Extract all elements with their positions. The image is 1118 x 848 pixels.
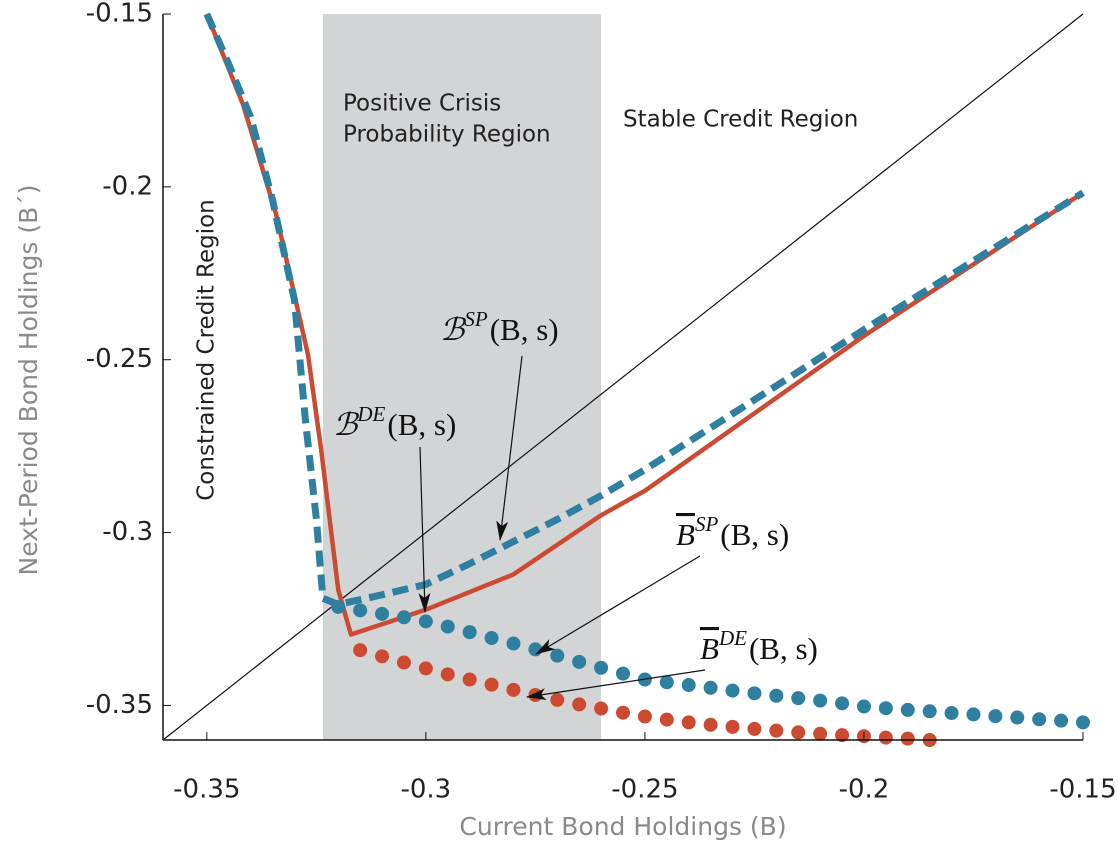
policy-line — [204, 13, 1085, 637]
data-point — [528, 642, 543, 657]
data-point — [484, 677, 499, 692]
annotation-base: B — [700, 631, 719, 666]
data-point — [440, 619, 455, 634]
annotation-arrow — [418, 446, 431, 613]
y-tick-label: -0.3 — [102, 517, 153, 547]
data-point — [637, 709, 652, 724]
shaded-region — [322, 14, 602, 740]
data-point — [506, 636, 521, 651]
data-point — [572, 654, 587, 669]
data-point — [353, 643, 368, 658]
annotation-arrow — [526, 669, 706, 701]
annotation-sup: DE — [356, 402, 385, 426]
data-point — [703, 680, 718, 695]
annotation-sup: SP — [695, 512, 719, 536]
data-point — [747, 686, 762, 701]
data-point — [988, 709, 1003, 724]
data-point — [375, 606, 390, 621]
region-label: Positive Crisis — [343, 91, 501, 117]
y-tick-label: -0.35 — [86, 690, 153, 720]
reference-line — [162, 13, 1084, 741]
region-label: Probability Region — [343, 122, 551, 148]
x-tick-label: -0.35 — [173, 775, 240, 805]
y-axis-label: Next-Period Bond Holdings (B´) — [14, 185, 43, 576]
data-point — [856, 699, 871, 714]
y-tick-label: -0.2 — [102, 171, 153, 201]
annotation: BDE(B, s) — [700, 626, 818, 666]
data-point — [550, 692, 565, 707]
annotation-arg: (B, s) — [490, 312, 559, 347]
y-tick-label: -0.25 — [86, 344, 153, 374]
data-point — [462, 625, 477, 640]
data-point — [375, 649, 390, 664]
annotation-base: B — [676, 517, 695, 552]
data-point — [616, 666, 630, 681]
data-point — [659, 712, 674, 727]
data-point — [418, 614, 433, 629]
data-point — [791, 725, 806, 740]
data-point — [769, 688, 784, 703]
data-point — [616, 705, 630, 720]
data-point — [1054, 713, 1069, 728]
annotation-arg: (B, s) — [720, 517, 789, 552]
data-point — [550, 648, 565, 663]
data-point — [440, 667, 455, 682]
annotation: ℬSP(B, s) — [440, 307, 559, 347]
data-point — [353, 603, 368, 618]
data-point — [835, 696, 850, 711]
data-point — [462, 672, 477, 687]
data-point — [506, 682, 521, 697]
data-point — [418, 661, 433, 676]
region-label: Constrained Credit Region — [194, 199, 220, 501]
data-point — [484, 631, 499, 646]
data-point — [878, 730, 893, 745]
y-tick-label: -0.15 — [86, 0, 153, 29]
x-axis-label: Current Bond Holdings (B) — [459, 812, 786, 841]
data-point — [1032, 712, 1047, 727]
data-point — [1010, 710, 1025, 725]
data-point — [659, 675, 674, 690]
data-point — [703, 717, 718, 732]
annotation: BSP(B, s) — [676, 512, 789, 552]
data-point — [331, 599, 346, 614]
data-point — [813, 693, 828, 708]
annotation-arrow — [535, 555, 701, 655]
x-tick-label: -0.15 — [1049, 775, 1116, 805]
data-point — [725, 719, 740, 734]
data-point — [594, 701, 609, 716]
data-point — [396, 655, 411, 670]
annotation: ℬDE(B, s) — [333, 402, 456, 442]
data-point — [813, 726, 828, 741]
x-tick-label: -0.3 — [400, 775, 451, 805]
data-point — [922, 704, 937, 719]
data-point — [1076, 715, 1090, 730]
annotation-sup: SP — [464, 307, 488, 331]
data-point — [878, 701, 893, 716]
data-point — [681, 715, 696, 730]
annotation-arrow — [496, 355, 523, 541]
annotation-base: ℬ — [440, 312, 467, 347]
data-point — [396, 610, 411, 625]
data-point — [594, 660, 609, 675]
data-point — [747, 721, 762, 736]
data-point — [900, 702, 915, 717]
x-tick-label: -0.2 — [839, 775, 890, 805]
annotation-arg: (B, s) — [749, 631, 818, 666]
annotation-base: ℬ — [333, 407, 360, 442]
data-point — [572, 697, 587, 712]
annotation-sup: DE — [718, 626, 747, 650]
data-point — [900, 731, 915, 746]
data-point — [835, 728, 850, 743]
policy-line — [203, 12, 1085, 608]
data-point — [791, 691, 806, 706]
region-label: Stable Credit Region — [623, 107, 858, 133]
data-point — [725, 683, 740, 698]
data-point — [681, 678, 696, 693]
data-point — [769, 723, 784, 738]
x-tick-label: -0.25 — [611, 775, 678, 805]
data-point — [966, 707, 981, 722]
annotation-arg: (B, s) — [387, 407, 456, 442]
data-point — [944, 706, 959, 721]
